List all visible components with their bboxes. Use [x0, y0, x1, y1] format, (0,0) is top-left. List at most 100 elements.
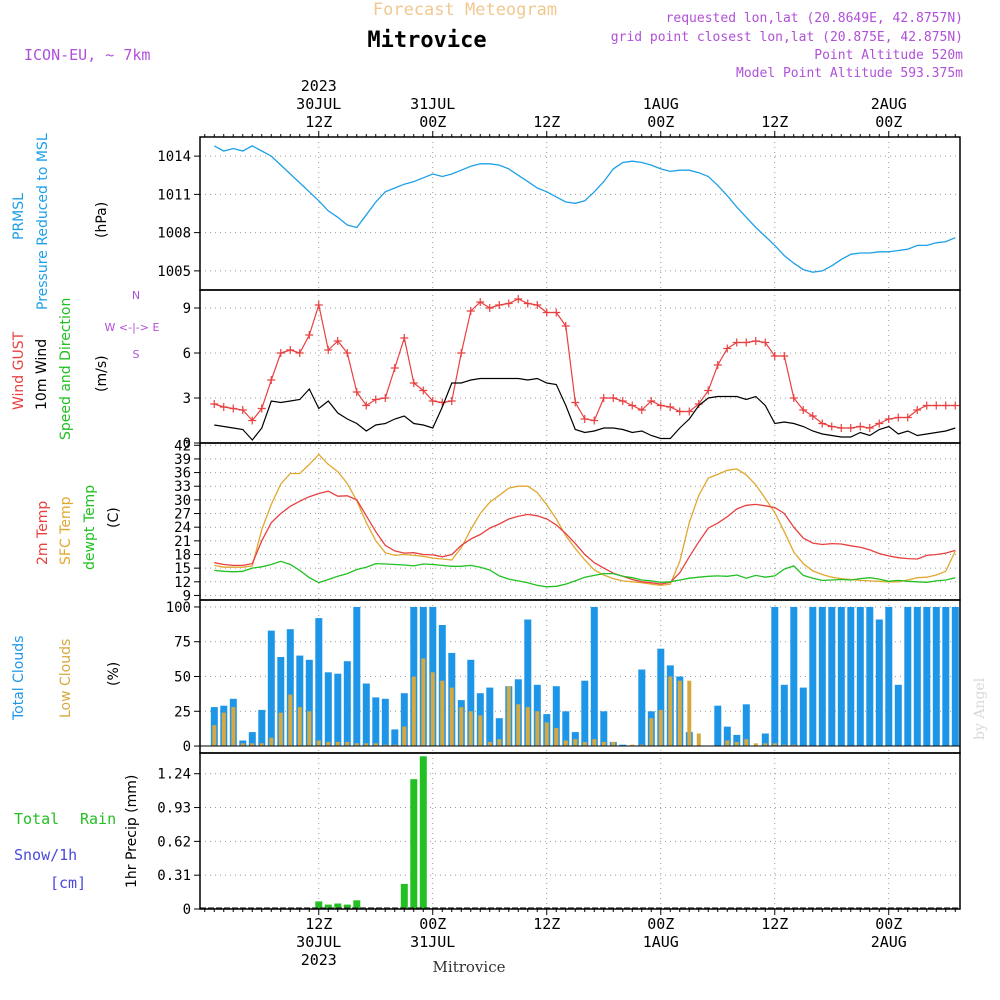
- location-title: Mitrovice: [367, 28, 486, 53]
- low-cloud-bar: [687, 680, 692, 747]
- low-cloud-bar: [364, 743, 369, 747]
- rain-bar: [343, 904, 351, 909]
- low-cloud-bar: [392, 744, 397, 747]
- total-cloud-bar: [258, 709, 266, 747]
- low-cloud-bar: [468, 711, 473, 747]
- rain-label: Rain: [80, 810, 116, 828]
- low-cloud-bar: [411, 676, 416, 746]
- gust-marker: [438, 398, 447, 407]
- total-cloud-bar: [761, 733, 769, 746]
- sfc-temp-line: [214, 453, 956, 587]
- gust-line: [214, 298, 956, 429]
- rain-bar: [410, 779, 418, 909]
- low-cloud-bar: [525, 707, 530, 746]
- top-time-label: 2023: [301, 77, 337, 95]
- low-cloud-bar: [744, 739, 749, 747]
- gust-marker: [818, 419, 827, 428]
- gust-marker: [276, 349, 285, 357]
- gust-marker: [856, 422, 865, 431]
- gust-marker: [590, 416, 599, 425]
- low-cloud-bar: [763, 743, 768, 747]
- gust-marker: [333, 337, 342, 345]
- low-cloud-bar: [316, 740, 321, 747]
- low-cloud-bar: [345, 741, 350, 747]
- y-tick-label: 9: [183, 588, 191, 604]
- gust-marker: [951, 401, 960, 410]
- gust-marker: [884, 415, 893, 423]
- cloud-labels: Total Clouds Low Clouds (%): [11, 636, 122, 721]
- gust-marker: [542, 308, 551, 317]
- gust-marker: [846, 424, 855, 432]
- total-cloud-bar: [894, 684, 902, 746]
- gust-marker: [362, 401, 371, 410]
- total-cloud-bar: [847, 607, 855, 747]
- low-cloud-bar: [516, 704, 521, 746]
- rain-bar: [353, 900, 361, 909]
- low-cloud-bar: [430, 672, 435, 746]
- pressure-line: [213, 145, 956, 273]
- top-time-label: 00Z: [875, 113, 902, 131]
- bottom-time-label: 2023: [301, 951, 337, 969]
- total-cloud-bar: [296, 655, 304, 746]
- y-tick-label: 21: [174, 534, 191, 550]
- wind-labels: Wind GUST 10m Wind Speed and Direction (…: [11, 289, 159, 440]
- low-cloud-bar: [478, 715, 483, 746]
- total-cloud-bar: [942, 607, 950, 747]
- total-cloud-bar: [324, 672, 332, 746]
- gust-marker: [257, 404, 266, 413]
- total-cloud-bar: [343, 661, 351, 746]
- gust-marker: [495, 301, 504, 309]
- total-cloud-bar: [486, 687, 494, 746]
- y-tick-label: 0: [183, 902, 191, 918]
- gust-marker: [609, 394, 618, 402]
- total-cloud-bar: [248, 732, 256, 746]
- gust-marker: [476, 298, 485, 306]
- total-cloud-bar: [562, 711, 570, 747]
- gust-marker: [504, 299, 513, 308]
- gust-marker: [324, 346, 333, 354]
- y-tick-label: 1005: [157, 264, 191, 280]
- gust-marker: [248, 416, 257, 425]
- total-cloud-bar: [780, 684, 788, 746]
- y-tick-label: 0.31: [157, 868, 191, 884]
- speed-dir-label: Speed and Direction: [58, 298, 74, 440]
- y-tick-label: 30: [174, 493, 191, 509]
- top-time-label: 2AUG: [871, 95, 907, 113]
- gust-marker: [761, 338, 770, 347]
- total-cloud-bar: [353, 607, 361, 747]
- y-tick-label: 1008: [157, 226, 191, 242]
- low-cloud-bar: [459, 707, 464, 746]
- top-time-label: 00Z: [647, 113, 674, 131]
- top-time-label: 12Z: [305, 113, 332, 131]
- y-tick-label: 1011: [157, 187, 191, 203]
- low-cloud-bar: [791, 744, 796, 747]
- y-tick-label: 100: [166, 600, 191, 616]
- gust-marker: [295, 349, 304, 357]
- low-cloud-bar: [535, 711, 540, 747]
- gust-marker: [390, 364, 399, 372]
- total-cloud-bar: [581, 680, 589, 747]
- gust-marker: [523, 299, 532, 308]
- low-cloud-bar: [288, 694, 293, 747]
- total-cloud-bar: [828, 607, 836, 747]
- total-cloud-bar: [334, 673, 342, 746]
- gust-marker: [932, 401, 941, 410]
- total-cloud-bar: [467, 659, 475, 746]
- top-time-label: 1AUG: [643, 95, 679, 113]
- sfc-label: SFC Temp: [58, 496, 74, 565]
- y-tick-label: 36: [174, 466, 191, 482]
- low-cloud-bar: [611, 741, 616, 747]
- y-tick-label: 33: [174, 479, 191, 495]
- bottom-time-label: 12Z: [305, 915, 332, 933]
- gust-marker: [913, 406, 922, 414]
- low-cloud-bar: [487, 741, 492, 747]
- y-tick-label: 6: [183, 346, 191, 362]
- total-clouds-label: Total Clouds: [11, 636, 27, 721]
- low-cloud-bar: [250, 743, 255, 747]
- gust-marker: [922, 401, 931, 410]
- low-cloud-bar: [335, 741, 340, 747]
- total-cloud-bar: [495, 718, 503, 746]
- gust-marker: [618, 397, 627, 405]
- gust-marker: [751, 337, 760, 345]
- gust-marker: [770, 352, 779, 360]
